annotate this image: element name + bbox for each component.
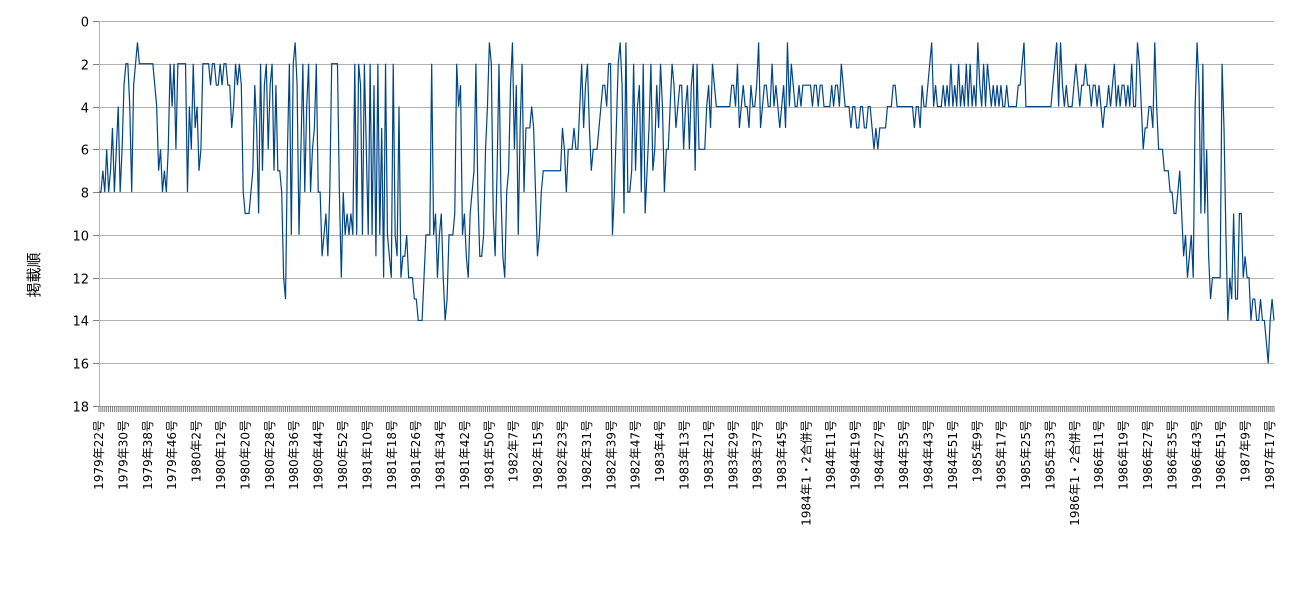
x-tick-label: 1982年23号 bbox=[556, 420, 570, 490]
y-tick-label: 0 bbox=[81, 16, 89, 31]
x-tick-label: 1983年21号 bbox=[702, 420, 716, 490]
x-minor-ticks bbox=[98, 406, 1275, 412]
y-tick-label: 10 bbox=[72, 230, 89, 245]
x-tick-label: 1980年20号 bbox=[238, 420, 252, 490]
x-tick-label: 1983年37号 bbox=[751, 420, 765, 490]
series-line bbox=[99, 42, 1275, 364]
x-tick-label: 1986年43号 bbox=[1190, 420, 1204, 490]
x-tick-label: 1984年51号 bbox=[946, 420, 960, 490]
x-tick-label: 1985年33号 bbox=[1043, 420, 1057, 490]
x-tick-label: 1982年15号 bbox=[531, 420, 545, 490]
x-tick-label: 1984年43号 bbox=[922, 420, 936, 490]
x-tick-label: 1981年18号 bbox=[385, 420, 399, 490]
x-tick-label: 1981年50号 bbox=[482, 420, 496, 490]
x-tick-label: 1980年52号 bbox=[336, 420, 350, 490]
y-tick-label: 4 bbox=[81, 102, 89, 117]
x-tick-label: 1987年9号 bbox=[1239, 420, 1253, 482]
gridlines bbox=[99, 21, 1274, 407]
x-tick-label: 1986年11号 bbox=[1092, 420, 1106, 490]
x-tick-label: 1979年22号 bbox=[92, 420, 106, 490]
y-tick-label: 18 bbox=[72, 401, 89, 416]
x-tick-label: 1984年27号 bbox=[873, 420, 887, 490]
y-tick-label: 14 bbox=[72, 315, 89, 330]
x-tick-label: 1981年42号 bbox=[458, 420, 472, 490]
y-tick-label: 6 bbox=[81, 144, 89, 159]
x-tick-label: 1982年7号 bbox=[507, 420, 521, 482]
x-tick-label: 1984年11号 bbox=[824, 420, 838, 490]
x-tick-label: 1983年4号 bbox=[653, 420, 667, 482]
x-tick-label: 1980年2号 bbox=[190, 420, 204, 482]
x-tick-label: 1986年51号 bbox=[1214, 420, 1228, 490]
y-tick-label: 2 bbox=[81, 59, 89, 74]
x-tick-label: 1984年35号 bbox=[897, 420, 911, 490]
y-tick-label: 8 bbox=[81, 187, 89, 202]
x-tick-label: 1980年44号 bbox=[312, 420, 326, 490]
axes bbox=[93, 21, 1275, 412]
x-tick-label: 1982年31号 bbox=[580, 420, 594, 490]
x-tick-labels: 1979年22号 1979年30号 1979年38号 1979年46号 1980年2号 1… bbox=[92, 420, 1277, 526]
x-tick-label: 1980年28号 bbox=[263, 420, 277, 490]
x-tick-label: 1983年29号 bbox=[726, 420, 740, 490]
x-tick-label: 1982年39号 bbox=[604, 420, 618, 490]
x-tick-label: 1987年17号 bbox=[1263, 420, 1277, 490]
y-tick-label: 12 bbox=[72, 273, 89, 288]
y-axis-title: 掲載順 bbox=[25, 252, 43, 297]
x-tick-label: 1983年45号 bbox=[775, 420, 789, 490]
x-tick-label: 1986年35号 bbox=[1165, 420, 1179, 490]
x-tick-label: 1985年9号 bbox=[970, 420, 984, 482]
x-tick-label: 1981年26号 bbox=[409, 420, 423, 490]
x-tick-label: 1981年10号 bbox=[360, 420, 374, 490]
y-tick-label: 16 bbox=[72, 358, 89, 373]
y-tick-labels: 0 2 4 6 8 10 12 14 16 18 bbox=[72, 16, 89, 416]
x-tick-label: 1980年12号 bbox=[214, 420, 228, 490]
x-tick-label: 1986年19号 bbox=[1117, 420, 1131, 490]
x-tick-label: 1983年13号 bbox=[678, 420, 692, 490]
x-tick-label: 1980年36号 bbox=[287, 420, 301, 490]
x-tick-label: 1986年27号 bbox=[1141, 420, 1155, 490]
x-tick-label: 1984年1・2合併号 bbox=[799, 420, 814, 526]
x-tick-label: 1979年30号 bbox=[116, 420, 130, 490]
x-tick-label: 1984年19号 bbox=[848, 420, 862, 490]
x-tick-label: 1985年17号 bbox=[995, 420, 1009, 490]
x-tick-label: 1982年47号 bbox=[629, 420, 643, 490]
x-tick-label: 1985年25号 bbox=[1019, 420, 1033, 490]
x-tick-label: 1979年46号 bbox=[165, 420, 179, 490]
x-tick-label: 1981年34号 bbox=[434, 420, 448, 490]
x-tick-label: 1979年38号 bbox=[141, 420, 155, 490]
x-tick-label: 1986年1・2合併号 bbox=[1067, 420, 1082, 526]
series bbox=[99, 42, 1275, 364]
